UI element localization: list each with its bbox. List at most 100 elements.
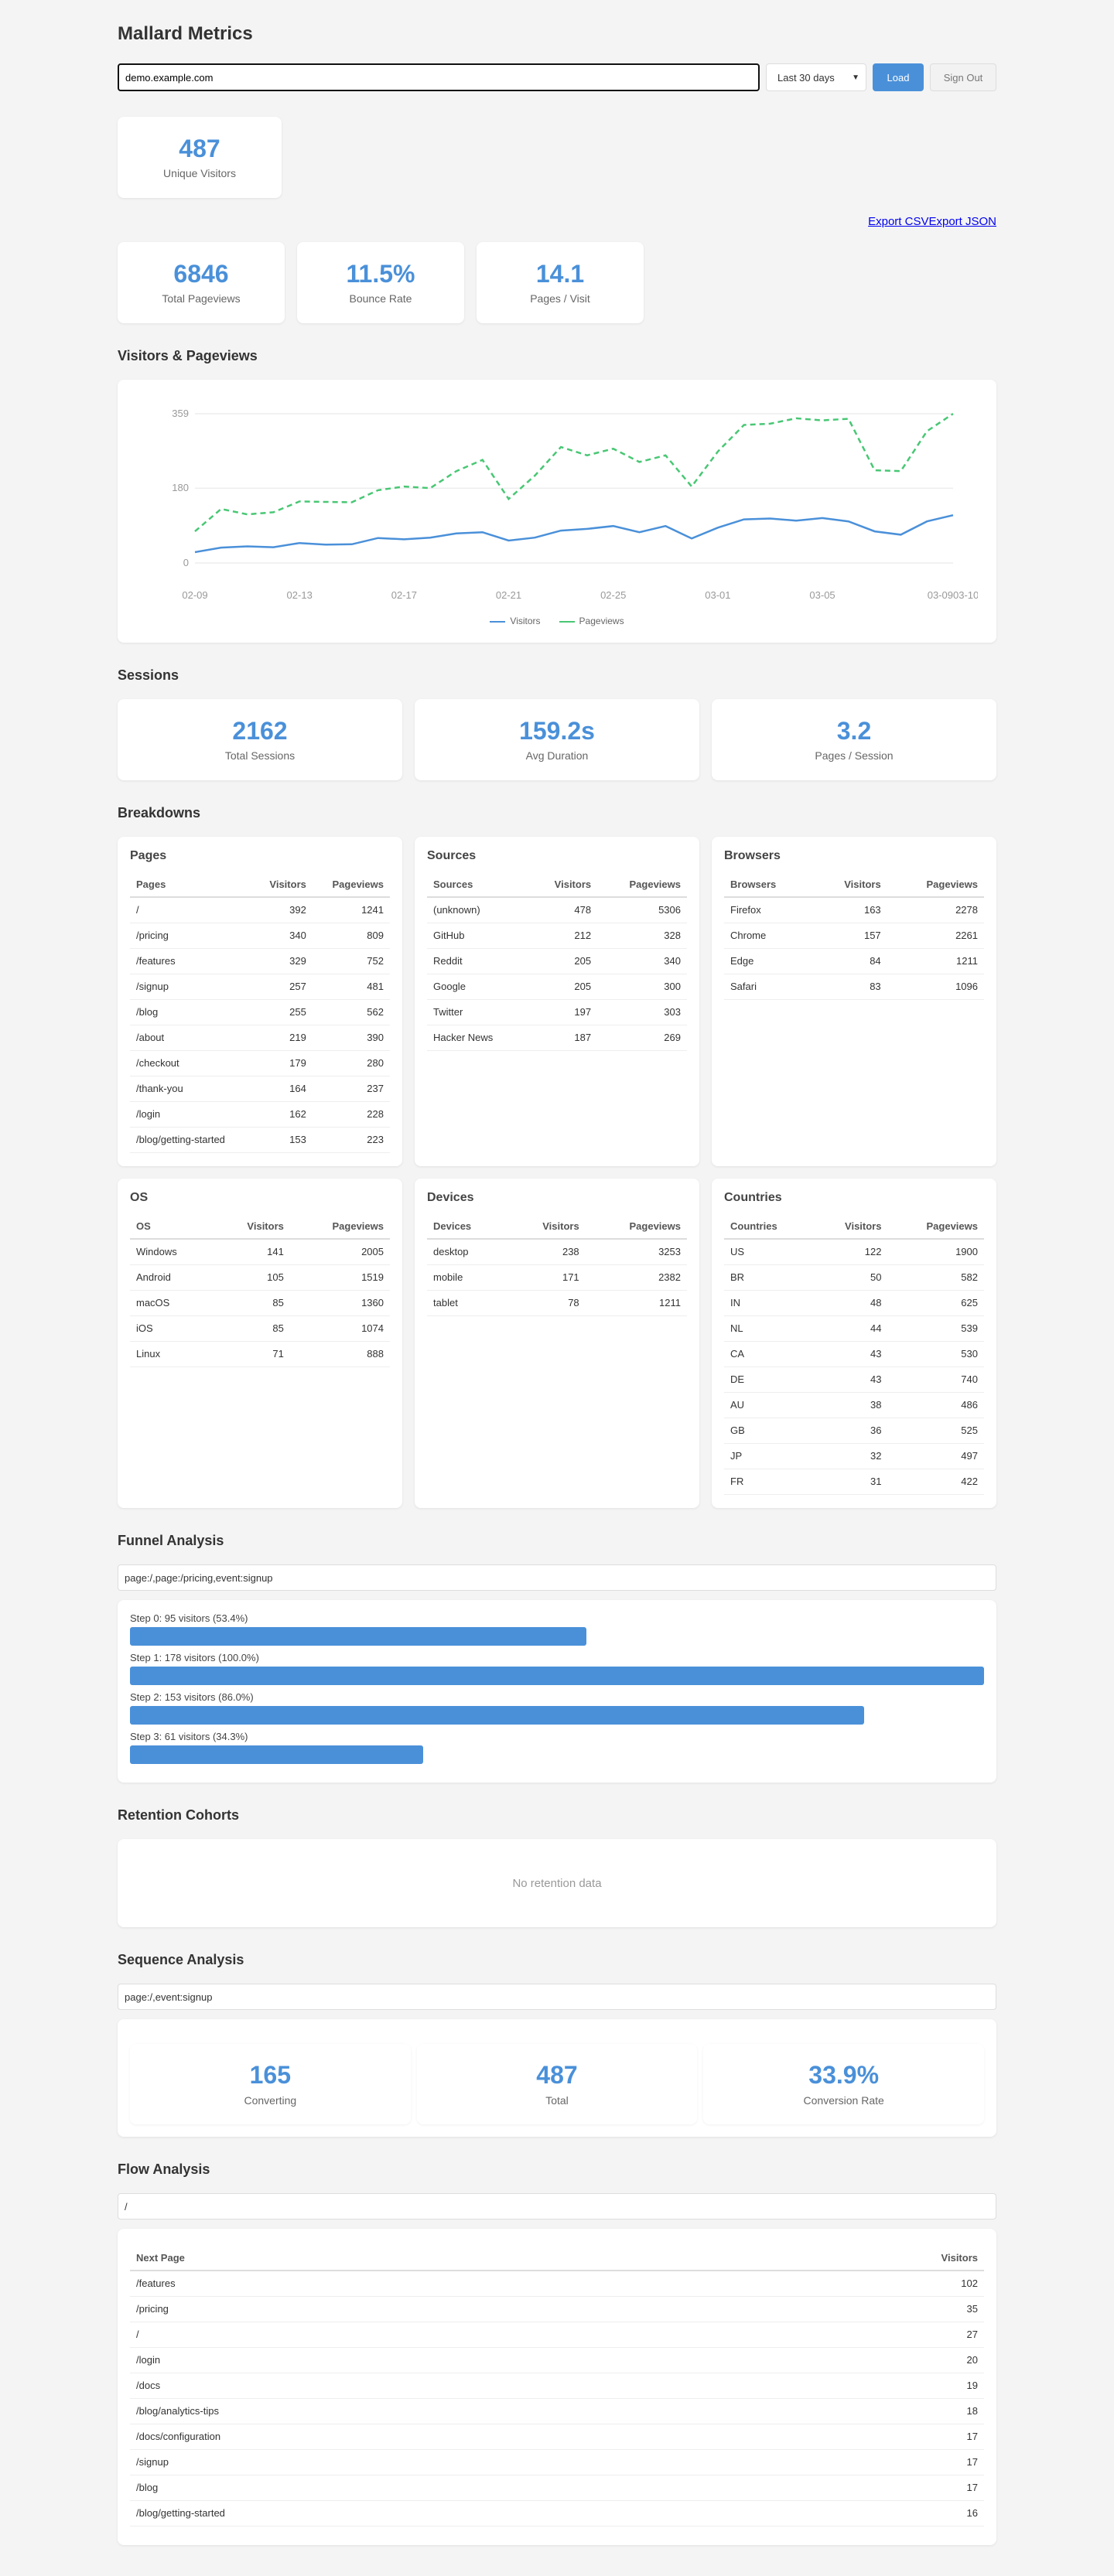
chevron-down-icon: ▼ [852,73,859,82]
date-range-select[interactable]: Last 30 days ▼ [766,63,866,91]
table-cell: 205 [528,948,598,974]
table-row[interactable]: /thank-you 164 237 [130,1076,390,1102]
table-row[interactable]: Android 105 1519 [130,1264,390,1291]
flow-input[interactable]: / [118,2193,996,2219]
table-row[interactable]: /pricing 35 [130,2296,984,2322]
export-csv-link[interactable]: Export CSV [868,215,929,228]
table-cell: 43 [813,1366,888,1393]
table-row[interactable]: /checkout 179 280 [130,1050,390,1076]
table-cell: Hacker News [427,1025,529,1051]
table-cell: /thank-you [130,1076,253,1102]
table-row[interactable]: Firefox 163 2278 [724,897,984,923]
table-row[interactable]: Chrome 157 2261 [724,923,984,949]
table-row[interactable]: Google 205 300 [427,974,687,1000]
table-row[interactable]: desktop 238 3253 [427,1239,687,1265]
table-row[interactable]: Hacker News 187 269 [427,1025,687,1051]
table-row[interactable]: Linux 71 888 [130,1341,390,1367]
table-row[interactable]: GitHub 212 328 [427,923,687,949]
table-row[interactable]: /blog 255 562 [130,999,390,1025]
table-row[interactable]: /pricing 340 809 [130,923,390,949]
table-cell: 390 [312,1025,390,1051]
table-cell: 1900 [887,1239,984,1265]
table-row[interactable]: CA 43 530 [724,1341,984,1367]
table-row[interactable]: /392 1241 [130,897,390,923]
table-cell: mobile [427,1264,507,1291]
table-cell: 539 [887,1315,984,1342]
table-row[interactable]: IN 48 625 [724,1290,984,1316]
svg-text:02-13: 02-13 [287,589,313,601]
sign-out-button[interactable]: Sign Out [930,63,996,91]
visitor-count: 35 [705,2296,984,2322]
table-row[interactable]: /blog/analytics-tips 18 [130,2398,984,2424]
unique-visitors-card: 487 Unique Visitors [118,117,282,198]
table-cell: /checkout [130,1050,253,1076]
funnel-step-bar [130,1745,423,1764]
site-input[interactable] [118,63,760,91]
table-row[interactable]: /docs 19 [130,2373,984,2399]
next-page: /blog/getting-started [130,2500,706,2527]
column-header: Pages [130,872,253,898]
breakdown-table: Sources Visitors Pageviews (unknown) 478 5306… [427,872,687,1051]
table-cell: 36 [813,1418,888,1444]
table-cell: 71 [213,1341,290,1367]
toolbar: Last 30 days ▼ Load Sign Out [118,63,996,91]
table-cell: /features [130,948,253,974]
table-row[interactable]: FR 31 422 [724,1469,984,1495]
table-row[interactable]: /blog/getting-started 153 223 [130,1127,390,1153]
table-row[interactable]: /27 [130,2322,984,2348]
table-row[interactable]: macOS 85 1360 [130,1290,390,1316]
table-row[interactable]: iOS 85 1074 [130,1315,390,1342]
table-row[interactable]: (unknown) 478 5306 [427,897,687,923]
table-cell: DE [724,1366,814,1393]
column-header: Visitors [528,872,598,898]
export-json-link[interactable]: Export JSON [928,215,996,228]
table-row[interactable]: /docs/configuration 17 [130,2424,984,2450]
sequence-input[interactable]: page:/,event:signup [118,1984,996,2010]
table-row[interactable]: Edge 84 1211 [724,948,984,974]
table-row[interactable]: BR 50 582 [724,1264,984,1291]
table-cell: iOS [130,1315,214,1342]
table-row[interactable]: /features 329 752 [130,948,390,974]
table-cell: 257 [252,974,313,1000]
table-row[interactable]: Windows 141 2005 [130,1239,390,1265]
table-cell: 238 [507,1239,586,1265]
table-row[interactable]: mobile 171 2382 [427,1264,687,1291]
table-row[interactable]: /features 102 [130,2271,984,2297]
table-row[interactable]: /signup 257 481 [130,974,390,1000]
table-cell: 164 [252,1076,313,1102]
table-row[interactable]: /blog 17 [130,2475,984,2501]
table-row[interactable]: /signup 17 [130,2449,984,2475]
funnel-input[interactable]: page:/,page:/pricing,event:signup [118,1564,996,1591]
table-cell: GB [724,1418,814,1444]
svg-text:180: 180 [172,482,189,493]
table-row[interactable]: NL 44 539 [724,1315,984,1342]
table-row[interactable]: AU 38 486 [724,1392,984,1418]
next-page: /login [130,2347,706,2373]
table-row[interactable]: JP 32 497 [724,1443,984,1469]
load-button[interactable]: Load [873,63,924,91]
table-row[interactable]: DE 43 740 [724,1366,984,1393]
table-row[interactable]: /login 162 228 [130,1101,390,1128]
table-row[interactable]: GB 36 525 [724,1418,984,1444]
table-row[interactable]: /about 219 390 [130,1025,390,1051]
table-row[interactable]: Reddit 205 340 [427,948,687,974]
table-row[interactable]: /login 20 [130,2347,984,2373]
table-row[interactable]: US 122 1900 [724,1239,984,1265]
table-cell: 83 [812,974,887,1000]
table-cell: Linux [130,1341,214,1367]
table-row[interactable]: /blog/getting-started 16 [130,2500,984,2527]
table-cell: 478 [528,897,598,923]
table-row[interactable]: tablet 78 1211 [427,1290,687,1316]
visitor-count: 17 [705,2475,984,2501]
chart-legend: Visitors Pageviews [136,616,978,626]
table-cell: JP [724,1443,814,1469]
column-header: Visitors [812,872,887,898]
card-title: OS [130,1191,149,1204]
table-cell: 78 [507,1290,586,1316]
table-row[interactable]: Twitter 197 303 [427,999,687,1025]
table-row[interactable]: Safari 83 1096 [724,974,984,1000]
stat-card: 3.2 Pages / Session [712,699,996,780]
table-cell: Edge [724,948,813,974]
column-header: Sources [427,872,529,898]
visitor-count: 27 [705,2322,984,2348]
